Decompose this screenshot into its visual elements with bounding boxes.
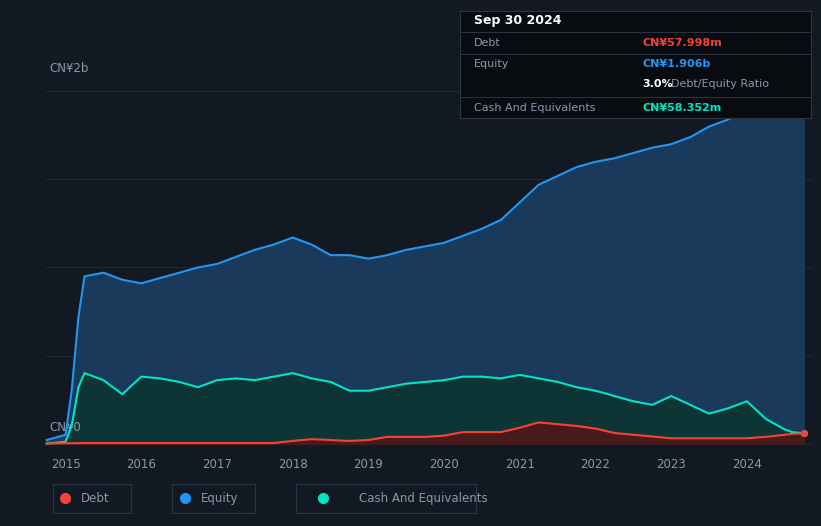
Text: Debt/Equity Ratio: Debt/Equity Ratio [671,79,768,89]
Text: CN¥1.906b: CN¥1.906b [643,59,711,69]
Text: Equity: Equity [474,59,509,69]
Text: Equity: Equity [201,492,239,505]
Text: Debt: Debt [80,492,109,505]
Text: Sep 30 2024: Sep 30 2024 [474,14,562,27]
Text: CN¥57.998m: CN¥57.998m [643,38,722,48]
Text: Debt: Debt [474,38,501,48]
Text: CN¥0: CN¥0 [49,421,80,434]
Text: CN¥2b: CN¥2b [49,62,89,75]
Text: Cash And Equivalents: Cash And Equivalents [359,492,488,505]
Text: CN¥58.352m: CN¥58.352m [643,103,722,113]
Text: Cash And Equivalents: Cash And Equivalents [474,103,595,113]
Text: 3.0%: 3.0% [643,79,673,89]
